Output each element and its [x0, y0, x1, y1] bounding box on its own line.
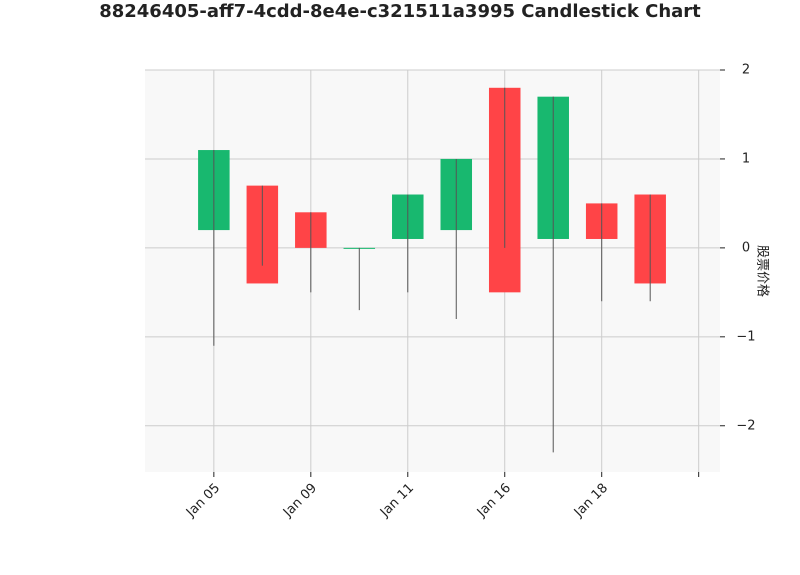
y-axis-label: 股票价格: [755, 245, 771, 297]
y-tick-label: 1: [742, 151, 750, 166]
y-tick-label: −2: [736, 418, 755, 433]
y-tick-label: 2: [742, 63, 750, 78]
x-tick-label: Jan 18: [571, 481, 611, 521]
x-tick-label: Jan 16: [474, 481, 514, 521]
chart-title: 88246405-aff7-4cdd-8e4e-c321511a3995 Can…: [99, 1, 701, 22]
x-tick-label: Jan 09: [280, 481, 320, 521]
x-tick-label: Jan 11: [377, 481, 417, 521]
y-tick-label: 0: [742, 240, 750, 255]
x-tick-label: Jan 05: [183, 481, 223, 521]
plot-area: [145, 70, 720, 472]
y-tick-label: −1: [736, 329, 755, 344]
